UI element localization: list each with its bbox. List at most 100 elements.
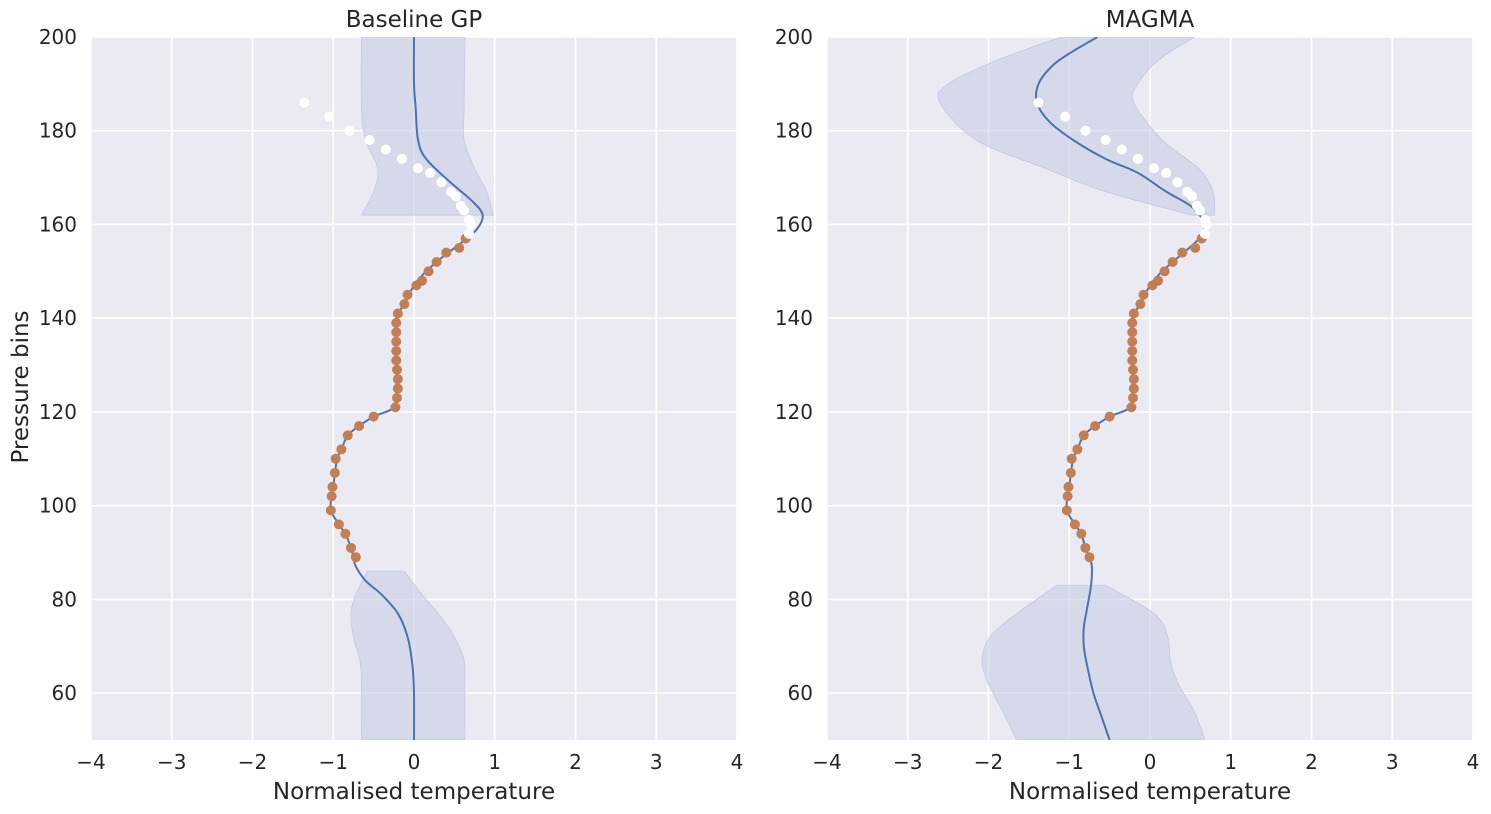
x-tick-label: −2 [238,750,267,774]
confidence-band [981,584,1206,740]
observed-point [454,242,465,253]
observed-point [402,289,413,300]
observed-point [327,481,338,492]
observed-point [392,308,403,319]
observed-point [325,505,336,516]
panel-baseline-gp: −4 −3 −2 −1 0 1 2 3 4 60 80 100 120 140 160 180 200 Norma… [39,7,744,805]
held-out-point [463,228,474,239]
y-tick-label: 60 [788,681,813,705]
held-out-point [425,167,436,178]
observed-point [1127,327,1138,338]
observed-point [399,299,410,310]
x-tick-label: 3 [650,750,663,774]
observed-point [333,519,344,530]
observed-point [1135,299,1146,310]
observed-point [340,528,351,539]
x-tick-label: −1 [319,750,348,774]
y-tick-label: 180 [39,119,77,143]
x-tick-label: −4 [812,750,841,774]
held-out-point [299,97,310,108]
held-out-point [1116,144,1127,155]
observed-point [1153,275,1164,286]
held-out-point [1201,219,1212,230]
held-out-point [1100,135,1111,146]
observed-point [392,374,403,385]
y-tick-label: 100 [775,494,813,518]
x-tick-label: −3 [893,750,922,774]
observed-point [346,542,357,553]
observed-point [1127,336,1138,347]
observed-point [1127,355,1138,366]
observed-point [326,491,337,502]
observed-point [1128,383,1139,394]
held-out-point [1033,97,1044,108]
x-tick-label: 0 [408,750,421,774]
observed-point [1127,317,1138,328]
observed-point [391,355,402,366]
observed-point [368,411,379,422]
observed-point [392,383,403,394]
held-out-point [1186,191,1197,202]
observed-point [354,420,365,431]
observed-point [431,256,442,267]
observed-point [417,275,428,286]
panel-magma: −4 −3 −2 −1 0 1 2 3 4 60 80 100 120 140 160 180 200 Norma… [775,7,1480,805]
confidence-band [360,37,494,216]
observed-point [391,336,402,347]
observed-point [390,402,401,413]
y-tick-label: 80 [788,587,813,611]
mean-line [329,37,484,740]
y-tick-label: 100 [39,494,77,518]
panel-title: MAGMA [1106,7,1195,33]
observed-point [423,266,434,277]
observed-point [1190,242,1201,253]
observed-point [441,247,452,258]
x-axis-label: Normalised temperature [273,779,555,805]
observed-point [1177,247,1188,258]
x-tick-label: 1 [488,750,501,774]
confidence-band [350,570,466,740]
observed-point [1065,467,1076,478]
observed-point [1128,308,1139,319]
observed-point [336,444,347,455]
observed-point [342,430,353,441]
held-out-point [1149,163,1160,174]
held-out-point [465,219,476,230]
x-tick-label: −4 [76,750,105,774]
held-out-point [450,191,461,202]
held-out-point [364,135,375,146]
observed-point [1062,491,1073,502]
y-tick-label: 160 [775,212,813,236]
held-out-point [344,125,355,136]
plot-area [937,37,1216,740]
x-tick-label: −3 [157,750,186,774]
observed-point [392,392,403,403]
observed-point [350,552,361,563]
observed-point [330,453,341,464]
held-out-point [1199,228,1210,239]
confidence-band [937,37,1216,216]
observed-point [1159,266,1170,277]
y-tick-label: 200 [775,25,813,49]
held-out-point [1080,125,1091,136]
y-tick-label: 120 [775,400,813,424]
x-tick-label: 2 [1305,750,1318,774]
held-out-point [380,144,391,155]
held-out-point [396,153,407,164]
y-axis-label: Pressure bins [8,310,34,463]
held-out-point [1132,153,1143,164]
observed-point [1128,364,1139,375]
panel-title: Baseline GP [346,7,483,33]
observed-point [1084,552,1095,563]
held-out-point [324,111,335,122]
y-tick-label: 140 [39,306,77,330]
observed-point [391,346,402,357]
x-tick-label: 1 [1224,750,1237,774]
observed-point [1138,289,1149,300]
x-tick-label: 3 [1386,750,1399,774]
y-tick-label: 120 [39,400,77,424]
x-tick-label: −1 [1055,750,1084,774]
y-tick-label: 200 [39,25,77,49]
x-tick-label: −2 [974,750,1003,774]
